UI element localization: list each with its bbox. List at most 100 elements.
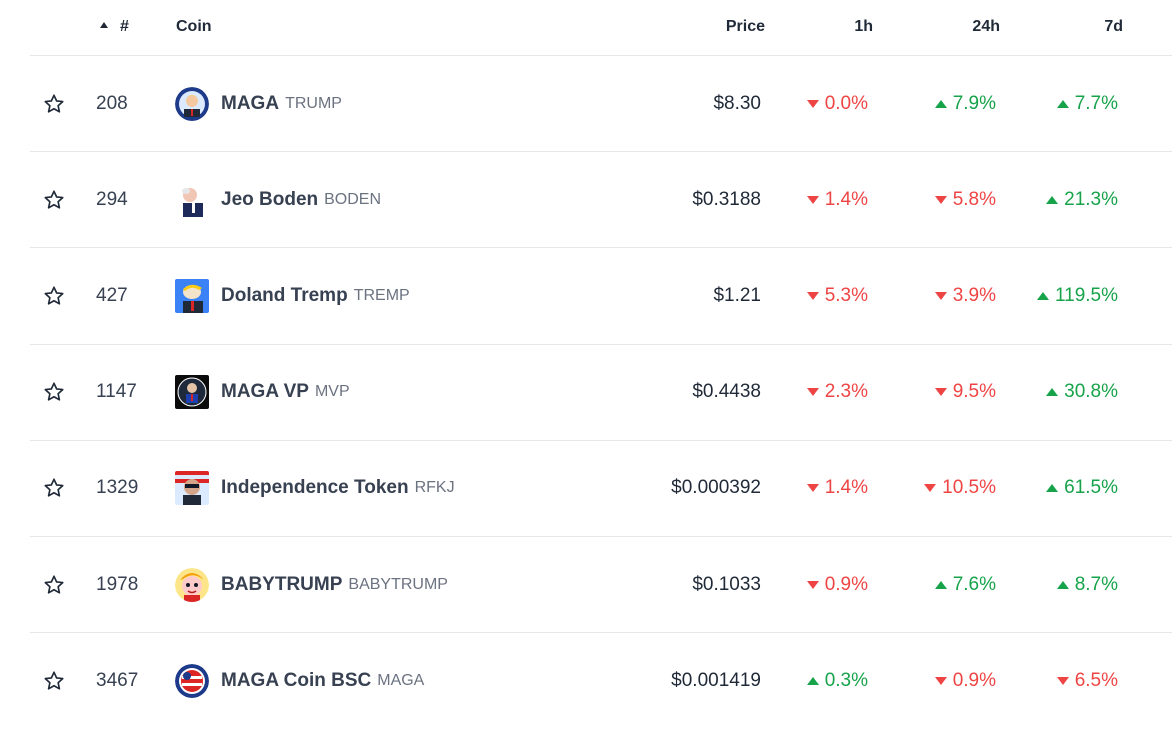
maga-vp-icon: [175, 375, 209, 410]
star-icon[interactable]: [43, 574, 65, 596]
change-1h-value: 1.4%: [824, 188, 868, 210]
change-7d-value: 7.7%: [1074, 92, 1118, 114]
change-1h-value: 0.0%: [824, 92, 868, 114]
coin-rank: 1978: [96, 573, 139, 595]
coin-symbol: TRUMP: [285, 94, 342, 112]
change-7d-value: 119.5%: [1054, 284, 1118, 306]
coin-link[interactable]: MAGA VP MVP: [175, 375, 350, 410]
change-7d: 119.5%: [1036, 284, 1118, 307]
24h-column-header[interactable]: 24h: [972, 18, 1000, 35]
coin-rank: 3467: [96, 670, 139, 692]
coin-link[interactable]: MAGA Coin BSC MAGA: [175, 664, 425, 699]
coin-price: $0.000392: [671, 477, 761, 499]
price-column-header[interactable]: Price: [725, 18, 765, 35]
coin-name: BABYTRUMP: [221, 573, 343, 595]
change-1h-value: 5.3%: [824, 284, 868, 306]
change-24h: 3.9%: [934, 285, 996, 307]
coin-price: $0.001419: [671, 670, 761, 692]
table-row[interactable]: 3467 MAGA Coin BSC MAGA $0.001419 0.3% 0…: [30, 633, 1172, 729]
table-row[interactable]: 1147 MAGA VP MVP $0.4438 2.3% 9.5% 30.8%: [30, 345, 1172, 441]
change-24h-value: 7.6%: [952, 573, 996, 595]
caret-up-icon: [934, 99, 947, 108]
coin-symbol: BABYTRUMP: [348, 575, 448, 593]
coin-link[interactable]: Doland Tremp TREMP: [175, 278, 410, 313]
coin-link[interactable]: BABYTRUMP BABYTRUMP: [175, 567, 448, 602]
coin-column-header[interactable]: Coin: [176, 18, 212, 35]
star-icon[interactable]: [43, 477, 65, 499]
rank-column-header[interactable]: #: [100, 18, 129, 36]
caret-down-icon: [924, 484, 937, 493]
coin-link[interactable]: MAGA TRUMP: [175, 86, 342, 121]
change-1h: 5.3%: [806, 284, 868, 307]
change-7d: 61.5%: [1046, 477, 1118, 499]
caret-up-icon: [1046, 484, 1059, 493]
coin-link[interactable]: Independence Token RFKJ: [175, 471, 455, 506]
caret-down-icon: [806, 291, 819, 300]
caret-down-icon: [934, 388, 947, 397]
coin-link[interactable]: Jeo Boden BODEN: [175, 182, 382, 217]
babytrump-icon: [175, 567, 209, 602]
change-7d: 7.7%: [1056, 92, 1118, 115]
caret-up-icon: [806, 677, 819, 686]
coin-symbol: BODEN: [324, 190, 382, 208]
star-icon[interactable]: [43, 670, 65, 692]
caret-down-icon: [934, 195, 947, 204]
caret-down-icon: [1056, 677, 1069, 686]
change-1h: 1.4%: [806, 477, 868, 499]
1h-column-header[interactable]: 1h: [854, 18, 873, 35]
caret-up-icon: [1036, 291, 1049, 300]
caret-down-icon: [934, 677, 947, 686]
change-1h-value: 2.3%: [824, 381, 868, 403]
change-7d: 21.3%: [1046, 189, 1118, 211]
caret-up-icon: [934, 580, 947, 589]
change-7d-value: 8.7%: [1074, 573, 1118, 595]
change-7d-value: 61.5%: [1064, 477, 1118, 499]
change-24h: 7.9%: [934, 92, 996, 115]
change-1h: 0.3%: [806, 670, 868, 692]
change-24h: 10.5%: [924, 477, 996, 499]
caret-down-icon: [806, 484, 819, 493]
change-7d: 30.8%: [1046, 381, 1118, 403]
table-row[interactable]: 1978 BABYTRUMP BABYTRUMP $0.1033 0.9% 7.…: [30, 537, 1172, 634]
coin-rank: 1329: [96, 477, 139, 499]
table-body: 208 MAGA TRUMP $8.30 0.0% 7.9% 7.7% 294 …: [30, 56, 1172, 729]
table-row[interactable]: 1329 Independence Token RFKJ $0.000392 1…: [30, 441, 1172, 537]
change-1h-value: 0.9%: [824, 573, 868, 595]
change-1h: 1.4%: [806, 188, 868, 211]
sort-asc-icon[interactable]: [100, 21, 108, 28]
caret-up-icon: [1046, 195, 1059, 204]
caret-down-icon: [806, 580, 819, 589]
coin-name: MAGA: [221, 92, 280, 114]
change-1h: 0.0%: [806, 92, 868, 115]
star-icon[interactable]: [43, 381, 65, 403]
change-24h: 5.8%: [934, 189, 996, 211]
change-7d-value: 30.8%: [1064, 381, 1118, 403]
coin-rank: 294: [96, 188, 128, 210]
maga-trump-icon: [175, 86, 209, 121]
star-icon[interactable]: [43, 189, 65, 211]
change-7d-value: 21.3%: [1064, 188, 1118, 210]
coin-price: $0.4438: [692, 381, 761, 403]
table-row[interactable]: 294 Jeo Boden BODEN $0.3188 1.4% 5.8% 21…: [30, 152, 1172, 249]
coin-name: Independence Token: [221, 477, 409, 499]
coin-rank: 1147: [96, 381, 137, 403]
change-7d: 8.7%: [1056, 573, 1118, 596]
change-24h-value: 7.9%: [952, 92, 996, 114]
coin-price: $0.3188: [692, 188, 761, 210]
coin-price: $8.30: [713, 92, 761, 114]
coin-symbol: MAGA: [377, 672, 425, 690]
table-row[interactable]: 208 MAGA TRUMP $8.30 0.0% 7.9% 7.7%: [30, 56, 1172, 153]
table-row[interactable]: 427 Doland Tremp TREMP $1.21 5.3% 3.9% 1…: [30, 248, 1172, 345]
caret-down-icon: [806, 99, 819, 108]
star-icon[interactable]: [43, 93, 65, 115]
change-24h: 7.6%: [934, 573, 996, 596]
change-24h-value: 9.5%: [952, 381, 996, 403]
change-24h: 0.9%: [934, 670, 996, 692]
coin-price: $0.1033: [692, 573, 761, 595]
coin-name: MAGA Coin BSC: [221, 670, 372, 692]
coin-rank: 208: [96, 92, 128, 114]
star-icon[interactable]: [43, 285, 65, 307]
change-1h: 0.9%: [806, 573, 868, 596]
coin-rank: 427: [96, 284, 128, 306]
7d-column-header[interactable]: 7d: [1104, 18, 1123, 35]
